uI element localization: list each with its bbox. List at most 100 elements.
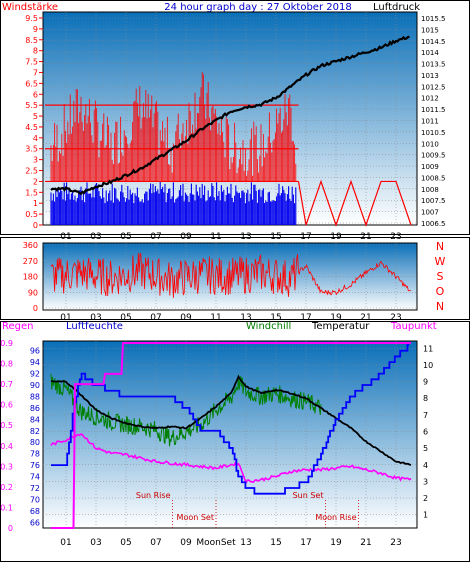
annotation-label: Sun Rise [136, 491, 171, 500]
rain-y-tick-0.4: 0.4 [0, 442, 13, 451]
pressure-y-tick-1013.5: 1013.5 [421, 61, 446, 69]
mid-x-tick-11: 11 [210, 313, 221, 323]
direction-compass-S-2: S [437, 270, 444, 283]
bot-x-tick-23: 23 [390, 538, 401, 548]
pressure-y-tick-1008.5: 1008.5 [421, 174, 446, 182]
legend-temperatur: Temperatur [311, 321, 370, 332]
mid-x-tick-23: 23 [390, 313, 401, 323]
wind-y-tick-5.5: 5.5 [25, 101, 38, 110]
pressure-y-tick-1009: 1009 [421, 163, 439, 171]
humidity-y-tick-70: 70 [30, 495, 40, 504]
wind-y-tick-6.5: 6.5 [25, 79, 38, 88]
wind-y-tick-2.5: 2.5 [25, 167, 38, 176]
top-x-tick-19: 19 [330, 232, 342, 242]
bot-x-tick-07: 07 [150, 538, 161, 548]
temp-y-tick-1: 1 [423, 511, 428, 520]
temp-y-tick-2: 2 [423, 494, 428, 503]
wind-y-tick-5: 5 [33, 112, 38, 121]
wind-step-series [297, 179, 412, 227]
humidity-axis-title: Luftfeuchte [66, 321, 123, 332]
top-x-tick-09: 09 [180, 232, 192, 242]
top-x-tick-07: 07 [150, 232, 161, 242]
right-axis-title: Luftdruck [373, 2, 420, 13]
mid-x-tick-15: 15 [270, 313, 281, 323]
pressure-y-tick-1012.5: 1012.5 [421, 83, 446, 91]
wind-y-tick-4: 4 [33, 134, 38, 143]
humidity-y-tick-84: 84 [30, 415, 40, 424]
direction-y-tick-0: 0 [33, 304, 38, 313]
humidity-y-tick-72: 72 [30, 484, 40, 493]
humidity-y-tick-88: 88 [30, 392, 40, 401]
annotation-label: Moon Rise [315, 513, 356, 522]
temp-y-tick-10: 10 [423, 361, 433, 370]
humidity-y-tick-76: 76 [30, 461, 40, 470]
wind-y-tick-0: 0 [33, 221, 38, 230]
top-x-tick-15: 15 [270, 232, 281, 242]
temperature-series [51, 374, 412, 466]
rain-y-tick-0.6: 0.6 [0, 401, 13, 410]
bot-x-tick-19: 19 [330, 538, 342, 548]
mid-x-tick-21: 21 [360, 313, 371, 323]
direction-compass-N-0: N [436, 240, 444, 253]
direction-y-tick-270: 270 [23, 257, 38, 266]
wind-y-tick-1.5: 1.5 [25, 188, 38, 197]
bot-x-tick-13: 13 [240, 538, 251, 548]
temp-y-tick-7: 7 [423, 411, 428, 420]
wind-y-tick-8: 8 [33, 47, 38, 56]
dewpoint-series [50, 433, 412, 485]
top-x-tick-23: 23 [390, 232, 401, 242]
top-x-tick-17: 17 [300, 232, 311, 242]
humidity-y-tick-78: 78 [30, 450, 40, 459]
pressure-y-tick-1013: 1013 [421, 72, 439, 80]
mid-x-tick-13: 13 [240, 313, 251, 323]
bot-x-tick-21: 21 [360, 538, 371, 548]
rain-y-tick-0.8: 0.8 [0, 360, 13, 369]
legend-windchill: Windchill [246, 321, 291, 332]
humidity-y-tick-68: 68 [30, 507, 40, 516]
chart-title: 24 hour graph day : 27 Oktober 2018 [164, 2, 351, 13]
direction-y-tick-180: 180 [23, 273, 38, 282]
data-marks [45, 35, 412, 529]
humidity-y-tick-82: 82 [30, 427, 40, 436]
pressure-y-tick-1007.5: 1007.5 [421, 197, 446, 205]
pressure-y-tick-1007: 1007 [421, 209, 439, 217]
top-x-tick-13: 13 [240, 232, 251, 242]
pressure-y-tick-1010: 1010 [421, 140, 439, 148]
pressure-y-tick-1011.5: 1011.5 [421, 106, 446, 114]
bot-x-tick-17: 17 [300, 538, 311, 548]
humidity-y-tick-92: 92 [30, 370, 40, 379]
rain-y-tick-0.1: 0.1 [0, 503, 13, 512]
direction-compass-W-1: W [435, 255, 446, 268]
temp-y-tick-9: 9 [423, 378, 428, 387]
bot-x-tick-01: 01 [60, 538, 71, 548]
rain-series [51, 342, 411, 529]
temp-y-tick-11: 11 [423, 344, 433, 353]
mid-x-tick-05: 05 [120, 313, 131, 323]
direction-compass-O-3: O [436, 285, 445, 298]
wind-y-tick-2: 2 [33, 177, 38, 186]
humidity-y-tick-80: 80 [30, 438, 40, 447]
mid-x-tick-19: 19 [330, 313, 342, 323]
pressure-y-tick-1015: 1015 [421, 26, 439, 34]
wind-y-tick-3.5: 3.5 [25, 145, 38, 154]
top-x-tick-21: 21 [360, 232, 371, 242]
wind-y-tick-9.5: 9.5 [25, 14, 38, 23]
pressure-y-tick-1008: 1008 [421, 186, 439, 194]
bot-x-tick-03: 03 [90, 538, 101, 548]
wind-y-tick-1: 1 [33, 199, 38, 208]
temp-y-tick-4: 4 [423, 461, 428, 470]
legend-taupunkt: Taupunkt [390, 321, 437, 332]
mid-x-tick-09: 09 [180, 313, 192, 323]
bot-x-tick-09: 09 [180, 538, 192, 548]
rain-y-tick-0.5: 0.5 [0, 421, 13, 430]
humidity-y-tick-74: 74 [30, 473, 40, 482]
pressure-y-tick-1011: 1011 [421, 118, 439, 126]
windchill-series [50, 373, 322, 447]
temperature-humidity-plot [42, 340, 418, 529]
rain-y-tick-0.3: 0.3 [0, 462, 13, 471]
wind-y-tick-4.5: 4.5 [25, 123, 38, 132]
wind-y-tick-9: 9 [33, 25, 38, 34]
rain-y-tick-0.9: 0.9 [0, 339, 13, 348]
